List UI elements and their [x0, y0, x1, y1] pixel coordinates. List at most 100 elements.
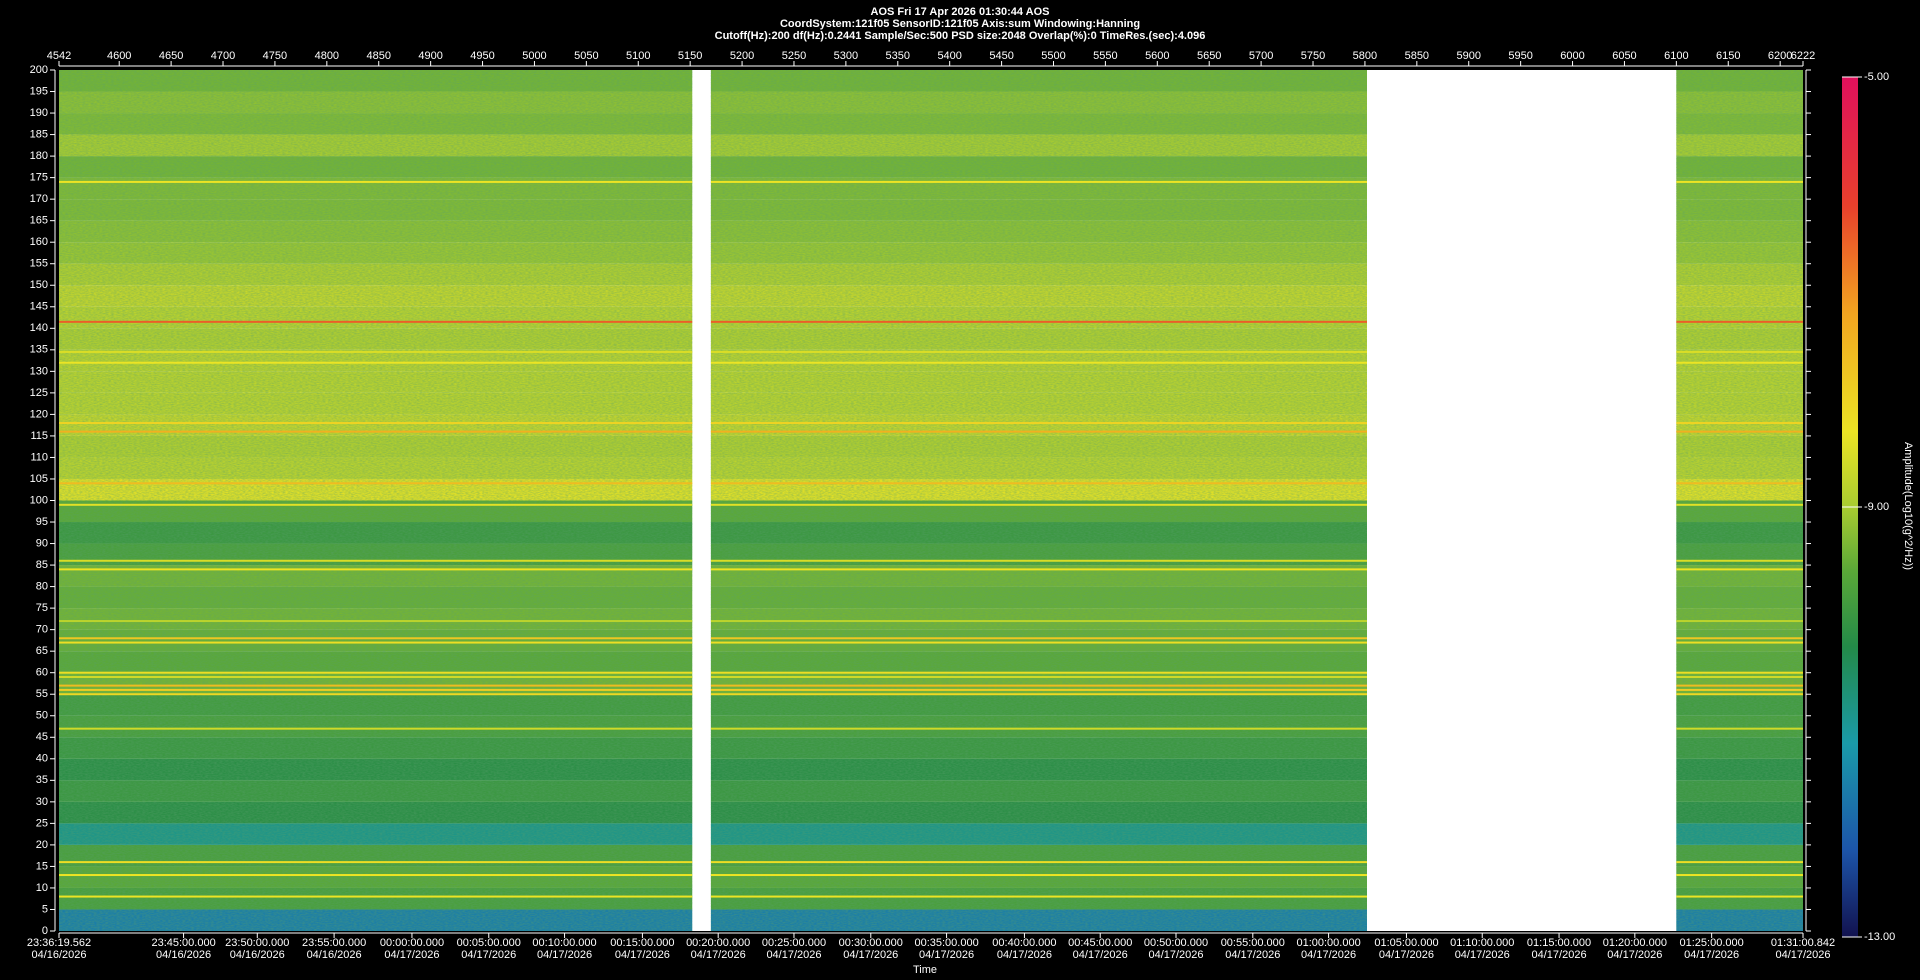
spectral-line	[59, 676, 692, 678]
time-tick-date: 04/17/2026	[461, 949, 516, 961]
spectral-line	[711, 676, 1367, 678]
x-tick-label: 5100	[626, 50, 650, 62]
time-tick-date: 04/17/2026	[1379, 949, 1434, 961]
y-tick-label: 5	[42, 903, 48, 915]
spectral-line	[1676, 676, 1803, 678]
spectral-line	[59, 181, 692, 183]
spectral-line	[59, 642, 692, 644]
y-tick-label: 165	[30, 215, 48, 227]
x-tick-label: 6050	[1612, 50, 1636, 62]
spectral-line	[711, 482, 1367, 484]
y-tick-label: 40	[36, 753, 48, 765]
spectral-line	[1676, 181, 1803, 183]
x-tick-label: 6222	[1791, 50, 1815, 62]
colorbar-tick-label: -5.00	[1864, 71, 1889, 83]
x-tick-label: 4850	[366, 50, 390, 62]
time-tick-label: 00:30:00.000	[839, 937, 903, 949]
x-tick-label: 4950	[470, 50, 494, 62]
spectral-line	[1676, 861, 1803, 863]
y-tick-label: 125	[30, 387, 48, 399]
spectral-line	[711, 321, 1367, 323]
spectral-line	[59, 422, 692, 424]
spectral-line	[59, 685, 692, 687]
spectral-line	[1676, 637, 1803, 639]
time-tick-label: 01:15:00.000	[1527, 937, 1591, 949]
spectral-line	[1676, 351, 1803, 353]
y-tick-label: 190	[30, 107, 48, 119]
time-tick-date: 04/17/2026	[997, 949, 1052, 961]
y-tick-label: 100	[30, 494, 48, 506]
y-tick-label: 70	[36, 624, 48, 636]
y-tick-label: 200	[30, 64, 48, 76]
x-tick-label: 4800	[315, 50, 339, 62]
time-tick-label: 01:05:00.000	[1374, 937, 1438, 949]
time-tick-label: 00:35:00.000	[914, 937, 978, 949]
spectral-line	[59, 482, 692, 484]
y-tick-label: 50	[36, 710, 48, 722]
y-tick-label: 60	[36, 667, 48, 679]
time-tick-label: 23:55:00.000	[302, 937, 366, 949]
spectral-line	[711, 351, 1367, 353]
x-tick-label: 5650	[1197, 50, 1221, 62]
y-tick-label: 30	[36, 796, 48, 808]
spectral-line	[1676, 362, 1803, 364]
spectral-line	[711, 642, 1367, 644]
spectral-line	[59, 351, 692, 353]
y-tick-label: 15	[36, 860, 48, 872]
time-tick-label: 00:10:00.000	[532, 937, 596, 949]
time-tick-date: 04/17/2026	[1301, 949, 1356, 961]
x-tick-label: 5700	[1249, 50, 1273, 62]
time-tick-date: 04/17/2026	[1225, 949, 1280, 961]
spectral-line	[1676, 504, 1803, 506]
texture	[1676, 70, 1803, 931]
colorbar-tick-label: -13.00	[1864, 931, 1895, 943]
spectral-line	[59, 672, 692, 674]
spectral-line	[711, 693, 1367, 695]
spectral-line	[59, 637, 692, 639]
subtitle: CoordSystem:121f05 SensorID:121f05 Axis:…	[780, 18, 1140, 30]
spectral-line	[1676, 422, 1803, 424]
x-tick-label: 4900	[418, 50, 442, 62]
spectral-line	[1676, 896, 1803, 898]
x-tick-label: 5500	[1041, 50, 1065, 62]
y-tick-label: 115	[30, 430, 48, 442]
time-tick-label: 01:10:00.000	[1450, 937, 1514, 949]
y-tick-label: 95	[36, 516, 48, 528]
spectral-line	[59, 896, 692, 898]
x-tick-label: 5750	[1301, 50, 1325, 62]
time-tick-label: 01:25:00.000	[1680, 937, 1744, 949]
spectral-line	[711, 504, 1367, 506]
x-tick-label: 5950	[1508, 50, 1532, 62]
spectral-line	[59, 620, 692, 622]
x-tick-label: 5600	[1145, 50, 1169, 62]
y-tick-label: 150	[30, 279, 48, 291]
x-tick-label: 5900	[1456, 50, 1480, 62]
time-tick-label: 23:45:00.000	[151, 937, 215, 949]
spectral-line	[1676, 874, 1803, 876]
spectral-line	[711, 874, 1367, 876]
x-tick-label: 4750	[263, 50, 287, 62]
texture	[59, 70, 692, 931]
y-tick-label: 160	[30, 236, 48, 248]
time-tick-date: 04/17/2026	[766, 949, 821, 961]
spectral-line	[711, 568, 1367, 570]
time-tick-label: 01:00:00.000	[1296, 937, 1360, 949]
spectral-line	[711, 620, 1367, 622]
title: AOS Fri 17 Apr 2026 01:30:44 AOS	[871, 6, 1050, 18]
spectral-line	[59, 689, 692, 691]
spectral-line	[1676, 672, 1803, 674]
time-tick-date: 04/16/2026	[230, 949, 285, 961]
y-tick-label: 175	[30, 172, 48, 184]
time-tick-label: 00:05:00.000	[457, 937, 521, 949]
time-tick-label: 23:36:19.562	[27, 937, 91, 949]
colorbar-label: Amplitude(Log10(g^2/Hz))	[1902, 442, 1914, 570]
x-axis-label: Time	[913, 964, 937, 976]
time-tick-label: 00:45:00.000	[1068, 937, 1132, 949]
spectral-line	[1676, 642, 1803, 644]
x-tick-label: 5800	[1353, 50, 1377, 62]
spectral-line	[59, 728, 692, 730]
x-tick-label: 5050	[574, 50, 598, 62]
texture	[711, 70, 1367, 931]
y-tick-label: 145	[30, 301, 48, 313]
